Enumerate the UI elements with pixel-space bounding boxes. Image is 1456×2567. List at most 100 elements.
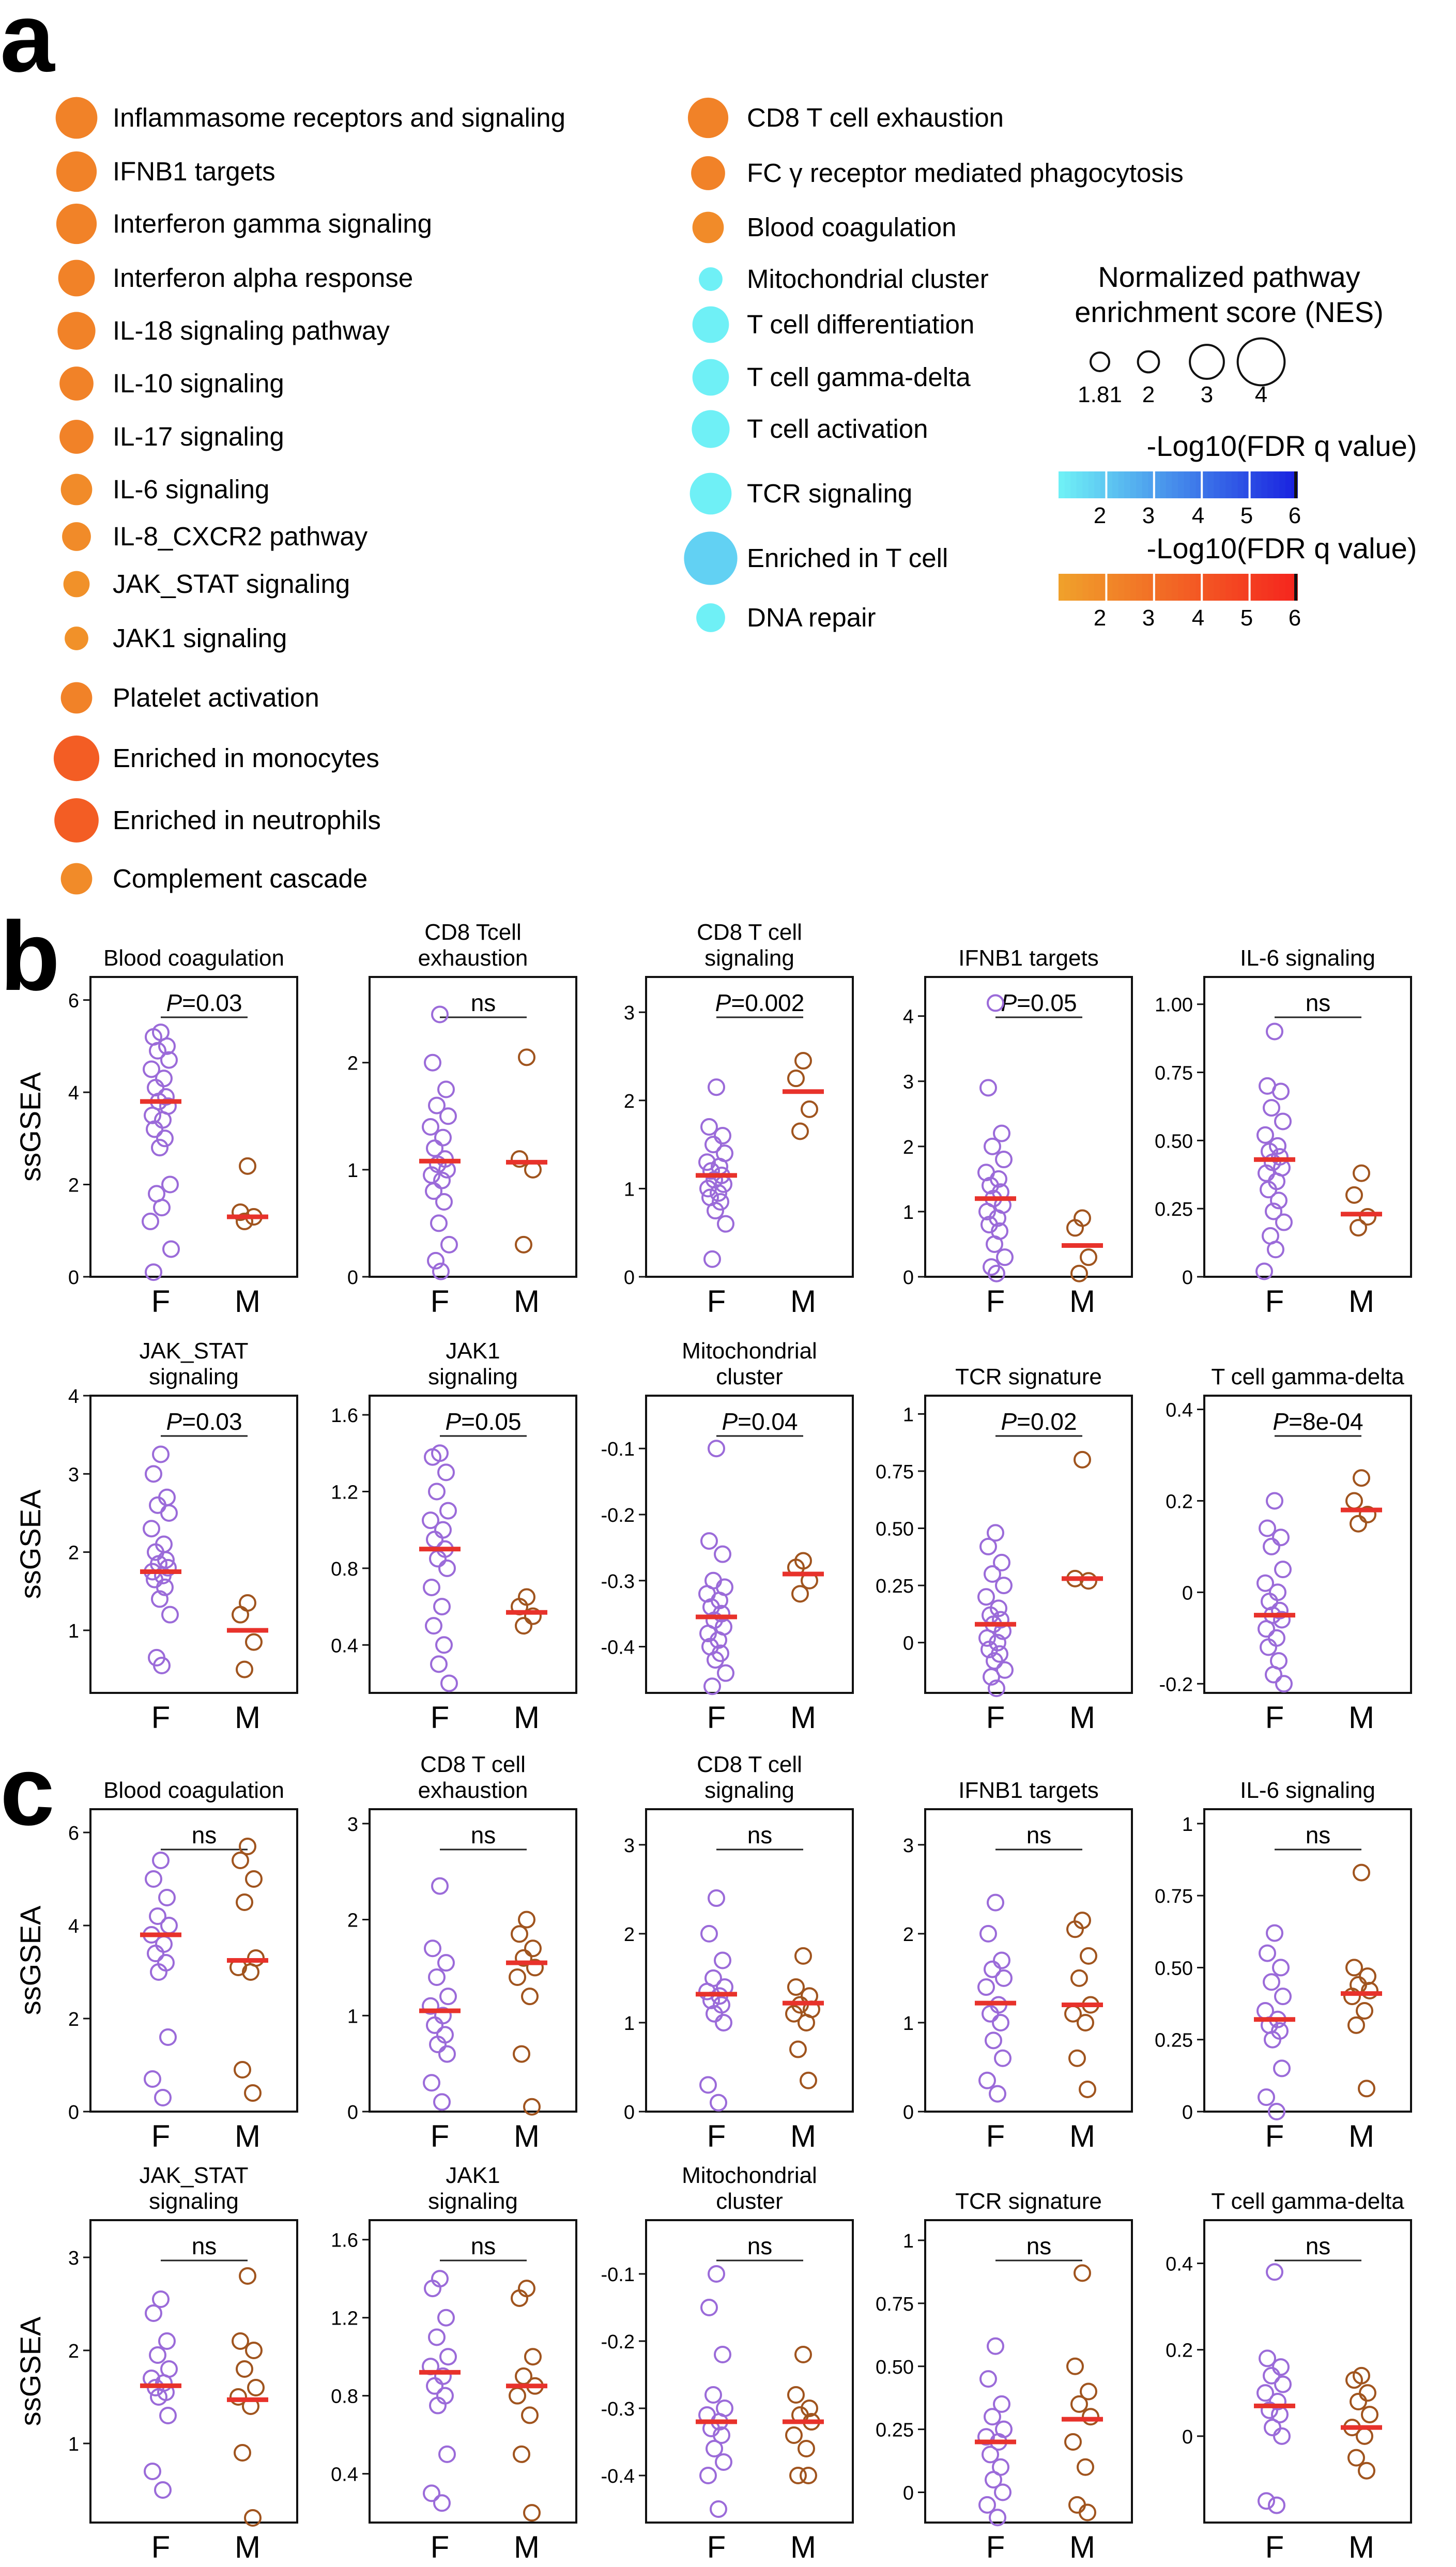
male-point bbox=[794, 1052, 812, 1070]
orange-colorbar-gradient-step bbox=[1219, 574, 1227, 601]
significance-label: ns bbox=[192, 1822, 217, 1848]
blue-colorbar-gradient-step bbox=[1190, 471, 1197, 498]
female-point bbox=[438, 2045, 456, 2063]
y-tick-label: 0.75 bbox=[1155, 1886, 1193, 1907]
y-tick-label: 3 bbox=[903, 1072, 914, 1093]
blue-colorbar-gradient-step bbox=[1166, 471, 1173, 498]
female-point bbox=[149, 1042, 166, 1060]
blue-colorbar-gradient-step bbox=[1059, 471, 1065, 498]
male-point bbox=[1343, 1988, 1361, 2006]
male-point bbox=[232, 2332, 249, 2350]
female-point bbox=[988, 1264, 1005, 1282]
blue-colorbar-gradient-step bbox=[1148, 471, 1155, 498]
female-point bbox=[712, 1193, 729, 1211]
subplot-title: signaling bbox=[704, 945, 794, 971]
male-point bbox=[1353, 1863, 1370, 1882]
significance-label: P=0.05 bbox=[445, 1408, 521, 1435]
male-point bbox=[1353, 1469, 1370, 1487]
subplot-title: exhaustion bbox=[418, 1778, 528, 1803]
orange-colorbar-gradient-step bbox=[1202, 574, 1208, 601]
female-point bbox=[706, 2440, 723, 2457]
female-point bbox=[162, 1240, 180, 1258]
x-category-label: F bbox=[986, 2530, 1005, 2564]
significance-label: P=0.02 bbox=[1001, 1408, 1077, 1435]
female-point bbox=[161, 1175, 179, 1194]
female-point bbox=[978, 1629, 996, 1647]
orange-colorbar-gradient-step bbox=[1112, 574, 1119, 601]
pathway-label: JAK1 signaling bbox=[113, 623, 287, 653]
male-point bbox=[1079, 2080, 1096, 2098]
subplot-title: signaling bbox=[149, 2189, 239, 2214]
x-category-label: M bbox=[790, 1700, 816, 1735]
orange-colorbar-gradient-step bbox=[1184, 574, 1191, 601]
pathway-bubble bbox=[63, 571, 90, 598]
blue-colorbar-title: -Log10(FDR q value) bbox=[1147, 430, 1417, 462]
x-category-label: F bbox=[1265, 1284, 1284, 1319]
female-point bbox=[1266, 1492, 1283, 1510]
female-point bbox=[440, 1674, 458, 1692]
pathway-bubble bbox=[60, 473, 93, 506]
female-point bbox=[438, 2445, 456, 2463]
y-tick-label: 2 bbox=[624, 1091, 635, 1112]
x-category-label: M bbox=[235, 1284, 260, 1319]
pathway-label: IL-17 signaling bbox=[113, 422, 284, 451]
plot-frame bbox=[369, 1808, 577, 2113]
subplot-title: IFNB1 targets bbox=[958, 945, 1098, 971]
plot-frame bbox=[89, 1808, 298, 2113]
x-category-label: F bbox=[431, 1700, 450, 1735]
female-point bbox=[1264, 2419, 1281, 2437]
orange-colorbar-gradient-step bbox=[1225, 574, 1232, 601]
pathway-label: Platelet activation bbox=[113, 683, 319, 712]
pathway-label: T cell differentiation bbox=[747, 310, 974, 339]
male-point bbox=[1345, 1492, 1363, 1510]
male-point bbox=[1068, 2496, 1086, 2514]
orange-colorbar-gradient-step bbox=[1273, 574, 1280, 601]
y-tick-label: -0.2 bbox=[1159, 1674, 1193, 1695]
male-point bbox=[513, 2045, 530, 2063]
female-point bbox=[430, 1655, 448, 1673]
female-point bbox=[426, 1139, 443, 1157]
y-tick-label: 3 bbox=[624, 1835, 635, 1857]
subplot-title: Blood coagulation bbox=[103, 1778, 284, 1803]
significance-label: P=0.002 bbox=[715, 989, 805, 1016]
blue-colorbar-gradient-step bbox=[1231, 471, 1238, 498]
y-tick-label: 0.8 bbox=[331, 2386, 358, 2408]
female-point bbox=[151, 1139, 168, 1157]
female-point bbox=[158, 2332, 176, 2350]
female-point bbox=[426, 1531, 443, 1549]
y-tick-label: 2 bbox=[624, 1924, 635, 1946]
male-point bbox=[518, 1048, 535, 1066]
y-tick-label: 4 bbox=[68, 1386, 79, 1408]
blue-colorbar-gradient-step bbox=[1130, 471, 1137, 498]
female-point bbox=[154, 1567, 172, 1585]
female-point bbox=[977, 1588, 995, 1606]
female-point bbox=[437, 1954, 455, 1972]
female-point bbox=[154, 2089, 172, 2106]
orange-colorbar-gradient-step bbox=[1207, 574, 1215, 601]
pathway-bubble bbox=[53, 735, 100, 782]
female-point bbox=[978, 2071, 996, 2089]
orange-colorbar-gradient-step bbox=[1160, 574, 1167, 601]
plot-frame bbox=[1203, 1808, 1412, 2113]
blue-colorbar-gradient-step bbox=[1196, 471, 1203, 498]
female-point bbox=[717, 1215, 734, 1233]
female-point bbox=[1263, 1099, 1280, 1117]
female-point bbox=[439, 2348, 457, 2366]
p-value: =8e-04 bbox=[1289, 1408, 1363, 1435]
male-point bbox=[511, 1150, 528, 1168]
female-point bbox=[142, 1212, 159, 1230]
female-point bbox=[156, 1578, 174, 1596]
x-category-label: M bbox=[790, 2530, 816, 2564]
blue-colorbar-gradient-step bbox=[1225, 471, 1232, 498]
female-point bbox=[1258, 2088, 1275, 2106]
pathway-bubble bbox=[59, 420, 94, 454]
female-point bbox=[710, 2500, 727, 2518]
plot-frame bbox=[645, 1808, 854, 2113]
orange-colorbar-gradient-step bbox=[1267, 574, 1274, 601]
male-point bbox=[509, 2387, 526, 2405]
orange-colorbar-gradient-step bbox=[1154, 574, 1161, 601]
male-point bbox=[511, 2289, 528, 2307]
